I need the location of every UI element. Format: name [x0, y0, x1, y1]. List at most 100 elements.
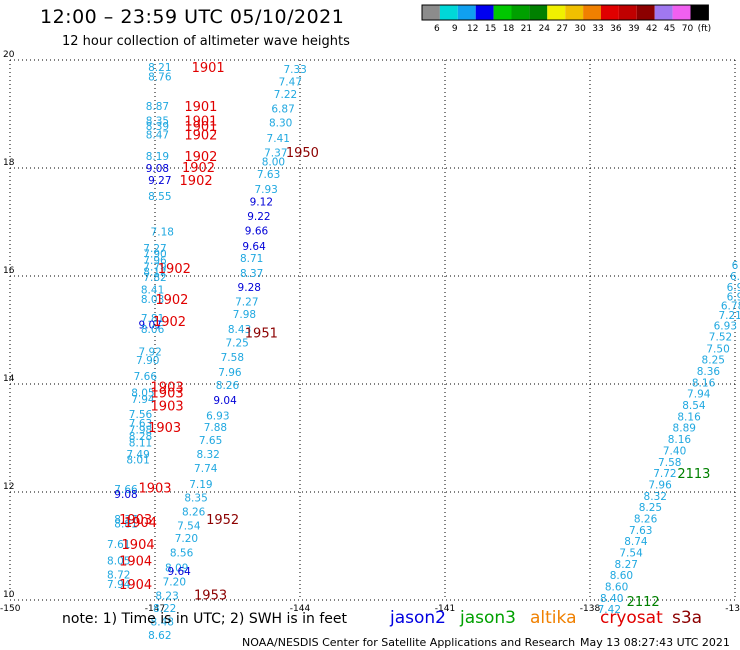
- y-tick-label: 16: [3, 266, 15, 276]
- track-number-label: 1902: [184, 150, 217, 165]
- x-tick-label: -150: [0, 604, 21, 614]
- track-number-label: 1904: [122, 538, 155, 553]
- x-tick-label: -13: [725, 604, 740, 614]
- track-labels: 1901190119011901190219021902190219021902…: [119, 61, 710, 610]
- wave-height-point: 7.20: [175, 533, 198, 545]
- track-number-label: 1901: [184, 114, 217, 129]
- wave-height-points: 8.218.76 7.337.477.22 6.87 8.30 7.41 7.378.00…: [107, 62, 740, 642]
- wave-height-point: 7.93: [254, 184, 277, 196]
- legend-label: 6: [434, 24, 440, 34]
- wave-height-point: 7.49: [126, 449, 149, 461]
- wave-height-point: 7.42: [598, 604, 621, 616]
- track-number-label: 1903: [148, 421, 181, 436]
- wave-height-point: 9.64: [242, 241, 266, 253]
- wave-height-point: 8.76: [148, 72, 172, 84]
- satellite-jason2-label: jason2: [390, 608, 446, 628]
- color-legend: 6 9 12 15 18 21 24 27 30 33 36 39 42 45 70 (ft): [421, 4, 712, 34]
- wave-height-point: 8.16: [668, 434, 692, 446]
- wave-height-point: 7.33: [283, 64, 306, 76]
- track-number-label: 2112: [627, 595, 660, 610]
- wave-height-point: 7.66: [134, 371, 158, 383]
- x-tick-label: -138: [580, 604, 601, 614]
- legend-label: 39: [628, 24, 640, 34]
- wave-height-point: 7.66: [114, 484, 138, 496]
- wave-height-point: 8.26: [182, 506, 206, 518]
- wave-height-point: 8.09: [165, 563, 188, 575]
- wave-height-point: 8.00: [262, 157, 285, 169]
- wave-height-point: 7.18: [151, 227, 174, 239]
- wave-height-point: 8.35: [146, 115, 169, 127]
- legend-swatch: [475, 5, 494, 20]
- wave-height-point: 8.41: [141, 285, 164, 297]
- legend-label: 18: [503, 24, 515, 34]
- legend-swatch: [654, 5, 673, 20]
- grid: [9, 59, 736, 601]
- wave-height-point: 7.94: [131, 394, 155, 406]
- wave-height-point: 8.40: [600, 593, 623, 605]
- track-number-label: 1950: [286, 146, 319, 161]
- wave-height-point: 7.96: [218, 367, 242, 379]
- wave-height-point: 8.23: [155, 591, 178, 603]
- wave-height-point: 9.04: [213, 395, 237, 407]
- wave-height-point: 8.22: [153, 603, 176, 615]
- wave-height-point: 9.08: [146, 163, 169, 175]
- wave-height-point: 8.37: [114, 514, 137, 526]
- wave-height-point: 8.21: [148, 62, 171, 74]
- legend-label: 12: [467, 24, 478, 34]
- wave-height-point: 8.37: [240, 268, 263, 280]
- y-tick-label: 10: [3, 590, 15, 600]
- track-number-label: 1903: [151, 381, 184, 396]
- legend-label: 36: [610, 24, 622, 34]
- track-number-label: 1902: [182, 161, 215, 176]
- legend-swatch: [511, 5, 530, 20]
- legend-swatch: [457, 5, 476, 20]
- x-tick-label: -144: [290, 604, 311, 614]
- wave-height-point: 7.82: [143, 272, 166, 284]
- wave-height-point: 7.90: [136, 355, 159, 367]
- wave-height-point: 7.20: [163, 577, 186, 589]
- wave-height-point: 8.06: [141, 324, 165, 336]
- wave-height-point: 8.28: [129, 431, 152, 443]
- wave-height-point: 7.92: [138, 347, 161, 359]
- legend-swatch: [672, 5, 691, 20]
- generation-timestamp: May 13 08:27:43 UTC 2021: [580, 636, 730, 649]
- legend-label: 27: [556, 24, 567, 34]
- wave-height-point: 7.74: [194, 463, 218, 475]
- wave-height-point: 7.50: [706, 343, 729, 355]
- track-number-label: 1902: [158, 262, 191, 277]
- wave-height-point: 8.81: [114, 518, 137, 530]
- legend-swatch: [493, 5, 512, 20]
- wave-height-point: 8.12: [143, 267, 166, 279]
- wave-height-point: 8.60: [605, 582, 628, 594]
- wave-height-point: 8.54: [682, 400, 706, 412]
- credit-line: NOAA/NESDIS Center for Satellite Applica…: [242, 636, 576, 649]
- wave-height-point: 8.01: [126, 455, 149, 467]
- legend-label: 15: [485, 24, 496, 34]
- legend-swatch: [618, 5, 637, 20]
- wave-height-point: 7.96: [143, 255, 167, 267]
- wave-height-point: 7.90: [143, 248, 166, 260]
- y-tick-label: 18: [3, 158, 15, 168]
- wave-height-point: 8.11: [129, 437, 152, 449]
- wave-height-point: 6.: [730, 271, 740, 283]
- legend-swatch: [601, 5, 619, 20]
- legend-unit: (ft): [698, 24, 712, 34]
- wave-height-point: 8.05: [131, 388, 154, 400]
- axes: 10 12 14 16 18 20 -150 -147 -144 -141 -138 -13: [0, 50, 740, 614]
- wave-height-point: 8.16: [692, 377, 716, 389]
- wave-height-point: 7.96: [648, 479, 672, 491]
- wave-height-point: 7.27: [235, 296, 258, 308]
- wave-height-point: 8.36: [697, 366, 721, 378]
- wave-height-point: 6: [732, 260, 739, 272]
- wave-height-point: 9.22: [247, 211, 270, 223]
- footer-note: note: 1) Time is in UTC; 2) SWH is in fe…: [62, 611, 348, 627]
- wave-height-point: 7.63: [629, 525, 652, 537]
- legend-label: 24: [539, 24, 551, 34]
- wave-height-point: 8.35: [184, 492, 207, 504]
- wave-height-point: 8.48: [151, 617, 174, 629]
- track-number-label: 1904: [119, 578, 152, 593]
- wave-height-point: 7.94: [107, 579, 131, 591]
- track-number-label: 1901: [192, 61, 225, 76]
- chart-title: 12:00 – 23:59 UTC 05/10/2021: [40, 6, 345, 28]
